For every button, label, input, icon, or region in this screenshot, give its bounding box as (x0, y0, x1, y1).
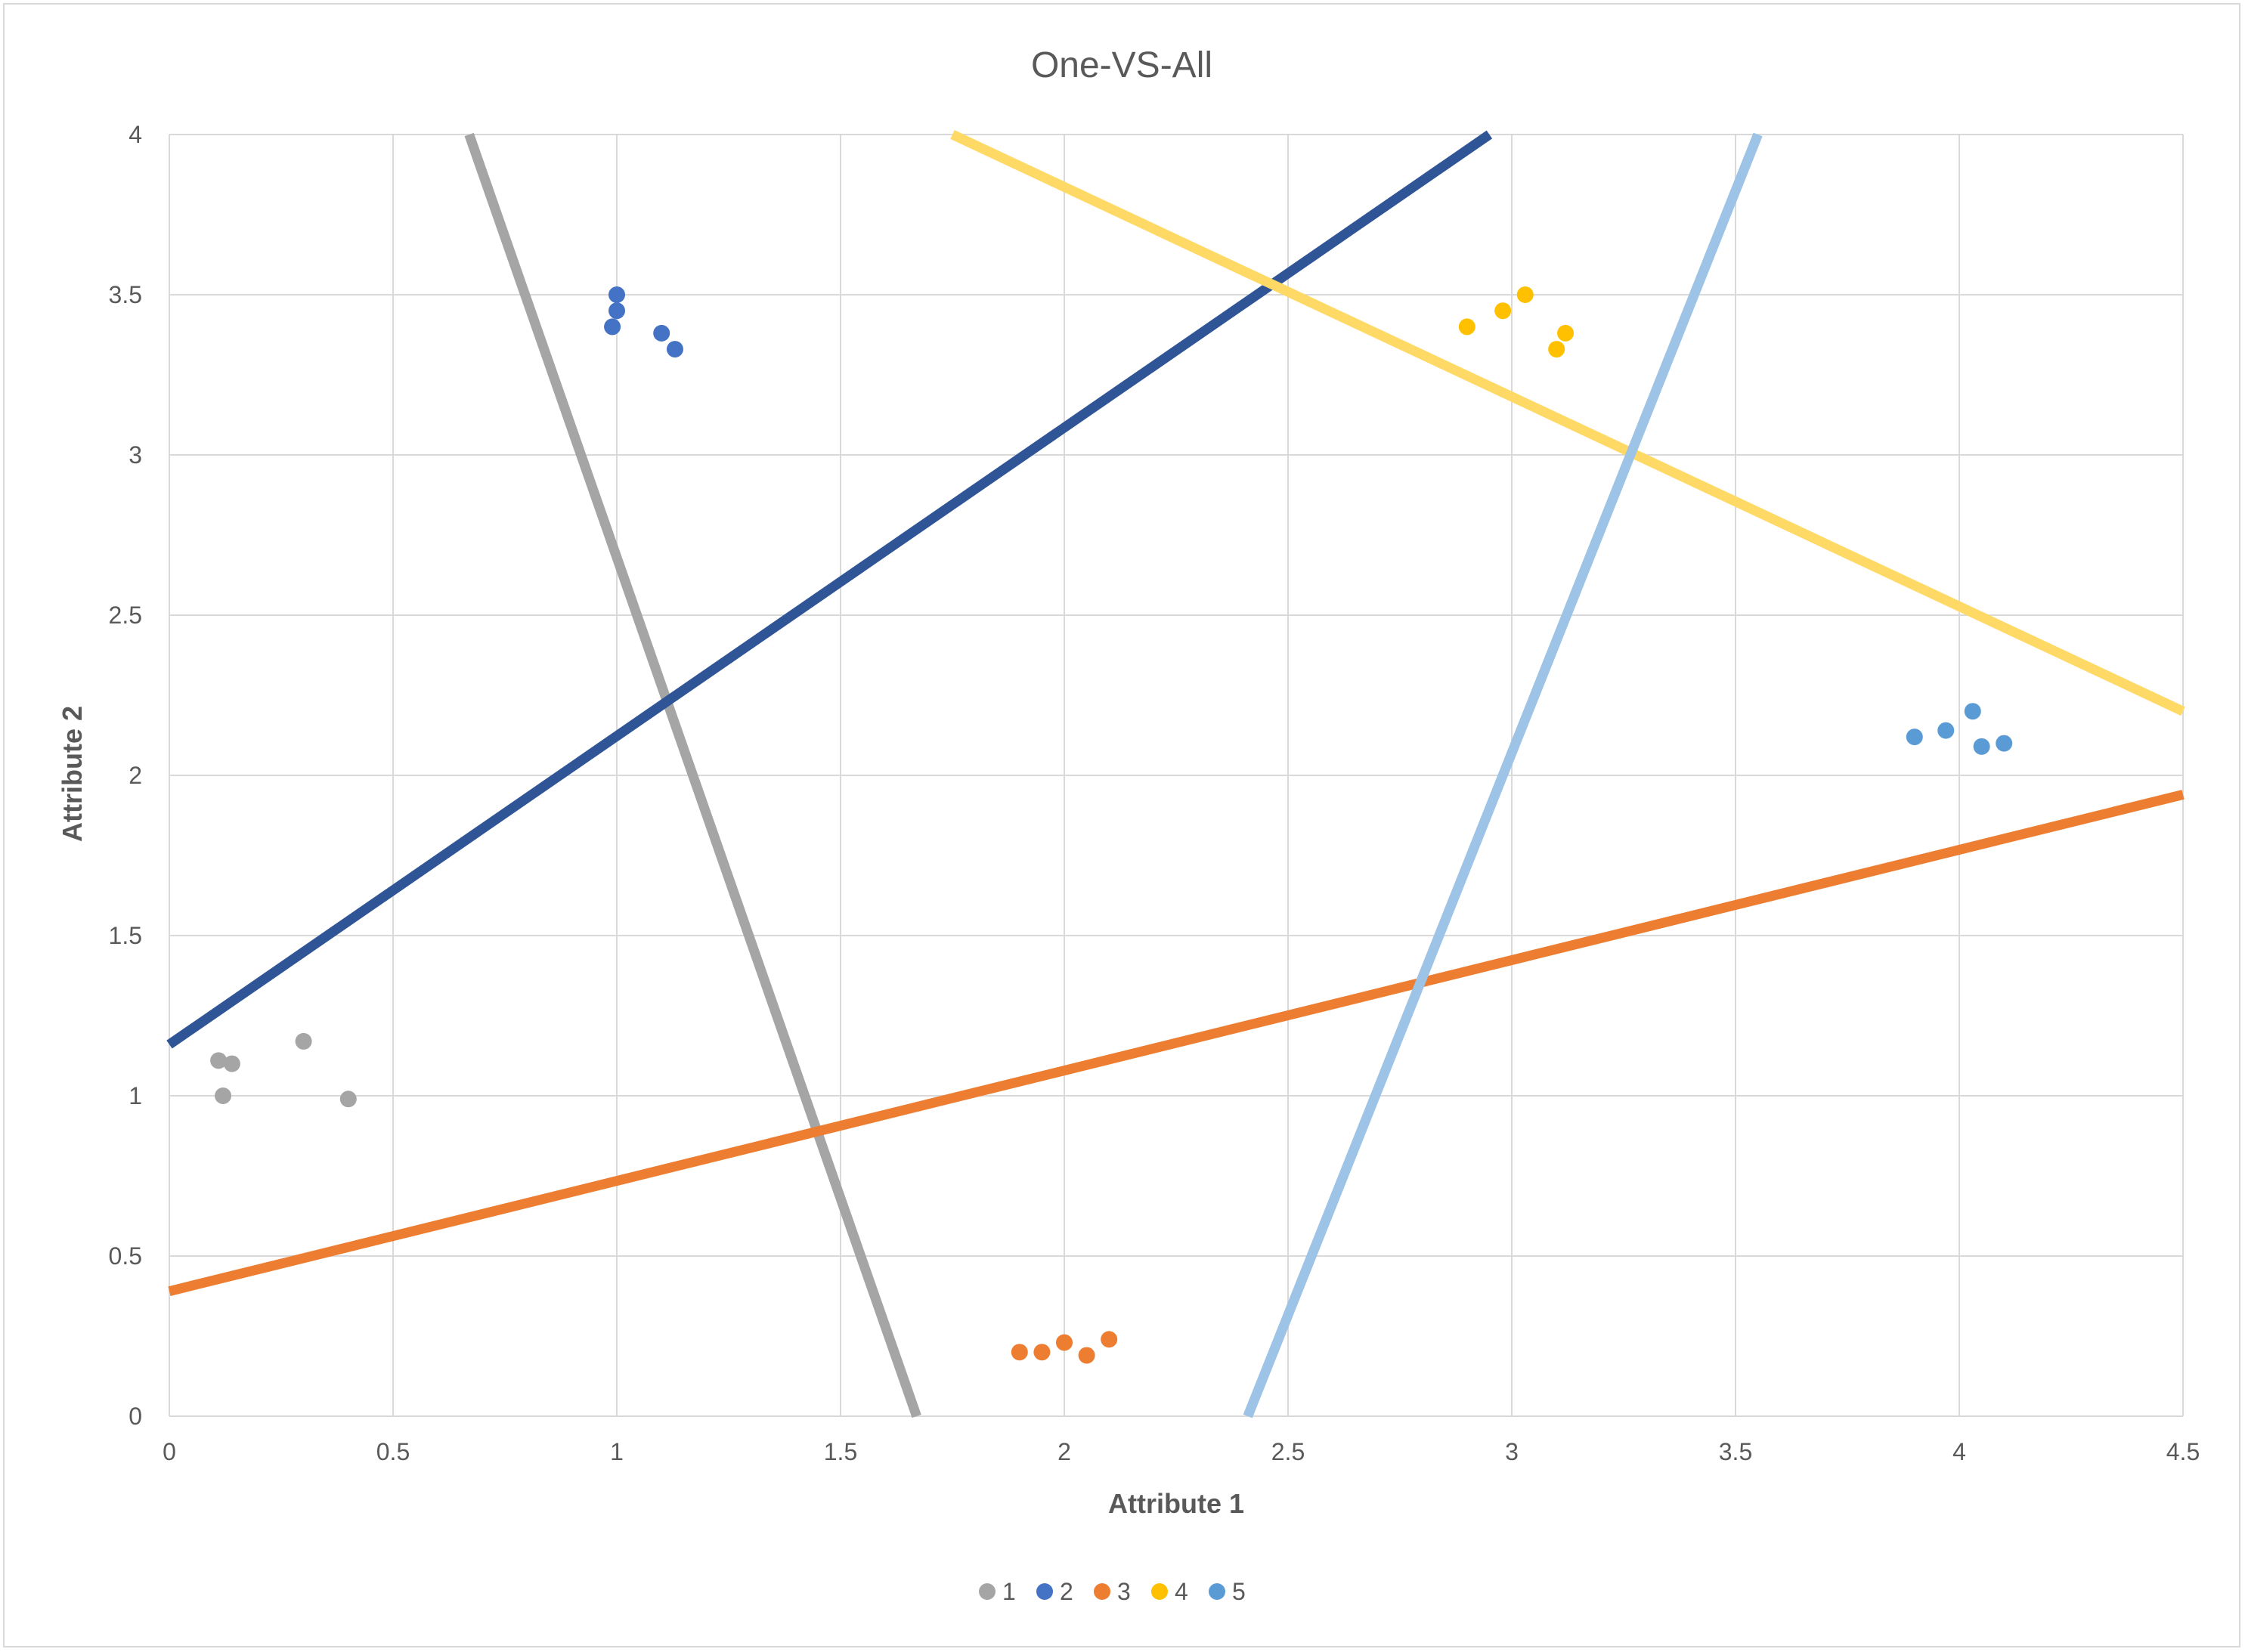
legend-marker (1036, 1583, 1053, 1600)
boundary-lines (166, 130, 2185, 1418)
boundary-line (1243, 132, 1763, 1418)
data-point (215, 1087, 232, 1104)
x-tick-label: 4.5 (2166, 1438, 2200, 1465)
y-tick-label: 3 (129, 441, 142, 469)
chart-frame: One-VS-All 0 0.5 1 1.5 2 2.5 3 3.5 4 4.5 0 0.5 1 1.5… (3, 3, 2240, 1647)
x-tick-label: 3 (1505, 1438, 1519, 1465)
y-tick-label: 2.5 (109, 602, 142, 629)
data-point (608, 286, 625, 303)
data-point (1011, 1344, 1028, 1361)
legend: 1 2 3 4 5 (979, 1578, 1246, 1605)
data-point (604, 318, 621, 336)
data-point (1056, 1334, 1073, 1351)
legend-label: 3 (1117, 1578, 1131, 1605)
x-tick-label: 1.5 (824, 1438, 857, 1465)
y-tick-label: 0.5 (109, 1242, 142, 1270)
data-point (1937, 722, 1955, 739)
data-points (210, 286, 2013, 1364)
boundary-line (950, 130, 2185, 716)
data-point (1078, 1347, 1095, 1364)
legend-marker (1094, 1583, 1110, 1600)
data-point (295, 1032, 312, 1050)
data-point (1973, 738, 1990, 755)
data-point (1033, 1344, 1051, 1361)
legend-marker (1151, 1583, 1168, 1600)
data-point (1494, 302, 1512, 320)
boundary-line (168, 790, 2185, 1296)
legend-label: 5 (1232, 1578, 1246, 1605)
y-tick-label: 3.5 (109, 281, 142, 308)
x-tick-label: 4 (1952, 1438, 1966, 1465)
x-tick-label: 2.5 (1271, 1438, 1305, 1465)
chart-title: One-VS-All (1031, 45, 1212, 85)
data-point (1516, 286, 1534, 303)
grid-layer (169, 134, 2184, 1417)
data-point (223, 1055, 240, 1072)
y-tick-label: 0 (129, 1403, 142, 1430)
x-tick-label: 3.5 (1719, 1438, 1752, 1465)
x-axis-title: Attribute 1 (1108, 1488, 1244, 1519)
legend-label: 4 (1175, 1578, 1188, 1605)
y-tick-label: 1 (129, 1082, 142, 1109)
x-tick-labels: 0 0.5 1 1.5 2 2.5 3 3.5 4 4.5 (163, 1438, 2200, 1465)
data-point (1458, 318, 1476, 336)
y-axis-title: Attribute 2 (57, 706, 88, 842)
boundary-line (464, 132, 921, 1418)
y-tick-labels: 0 0.5 1 1.5 2 2.5 3 3.5 4 (109, 121, 142, 1430)
x-tick-label: 1 (610, 1438, 624, 1465)
y-tick-label: 4 (129, 121, 142, 148)
data-point (1964, 703, 1981, 720)
chart-svg: One-VS-All 0 0.5 1 1.5 2 2.5 3 3.5 4 4.5 0 0.5 1 1.5… (57, 45, 2200, 1605)
data-point (1548, 341, 1565, 358)
data-point (608, 302, 625, 320)
data-point (339, 1091, 357, 1108)
data-point (1996, 735, 2013, 752)
data-point (653, 324, 670, 342)
y-tick-label: 1.5 (109, 922, 142, 949)
data-point (1101, 1331, 1118, 1348)
legend-marker (979, 1583, 996, 1600)
data-point (1557, 324, 1575, 342)
data-point (666, 341, 683, 358)
x-tick-label: 0.5 (376, 1438, 410, 1465)
y-tick-label: 2 (129, 762, 142, 789)
data-point (210, 1052, 228, 1069)
legend-label: 2 (1060, 1578, 1073, 1605)
data-point (1906, 729, 1923, 746)
legend-label: 1 (1002, 1578, 1016, 1605)
x-tick-label: 0 (163, 1438, 176, 1465)
legend-marker (1209, 1583, 1225, 1600)
x-tick-label: 2 (1057, 1438, 1071, 1465)
boundary-line (166, 130, 1493, 1049)
